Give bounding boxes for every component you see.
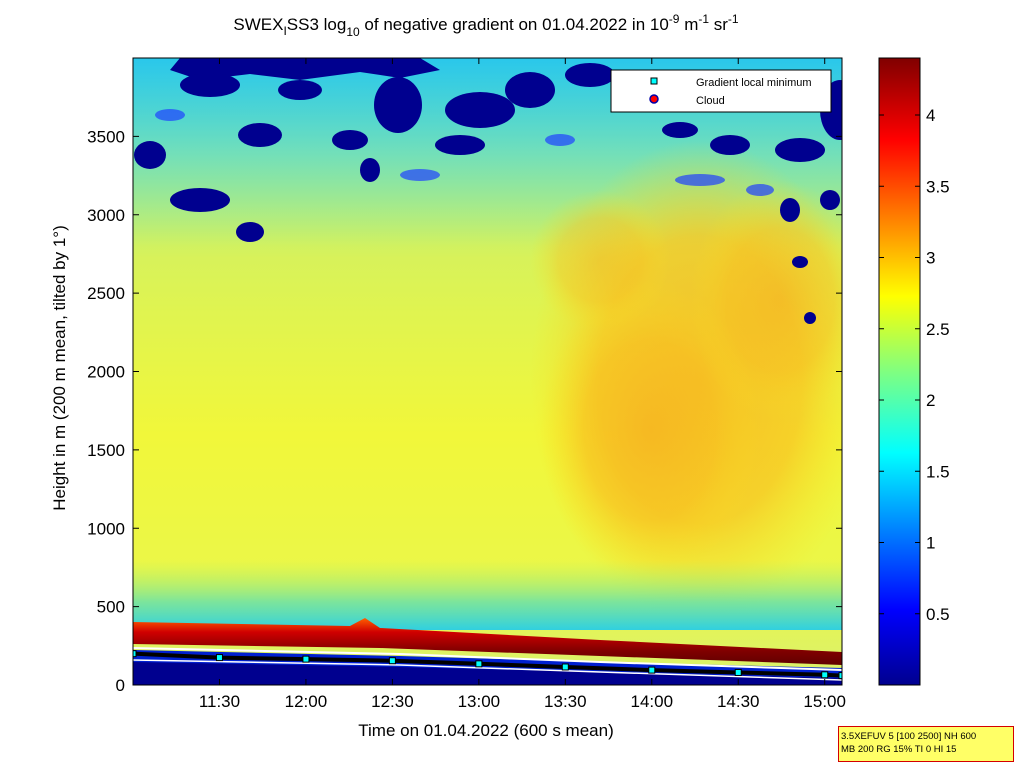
orange-region: [530, 140, 842, 620]
y-axis-ticks: 0 500 1000 1500 2000 2500 3000 3500: [87, 127, 842, 695]
gradient-minimum-marker: [561, 663, 569, 671]
x-tick-label: 15:00: [803, 692, 846, 711]
legend: Gradient local minimum Cloud: [610, 69, 832, 113]
y-tick-label: 500: [97, 598, 125, 617]
x-axis-label: Time on 01.04.2022 (600 s mean): [358, 721, 613, 740]
y-tick-label: 3500: [87, 127, 125, 146]
colorbar-tick-label: 0.5: [926, 605, 950, 624]
boundary-layer-band: [133, 618, 842, 665]
colorbar-tick-label: 1: [926, 534, 935, 553]
x-tick-label: 14:30: [717, 692, 760, 711]
y-axis-label: Height in m (200 m mean, tilted by 1°): [50, 225, 69, 511]
colorbar-tick-label: 2.5: [926, 320, 950, 339]
colorbar-ticks: 0.5 1 1.5 2 2.5 3 3.5 4: [879, 106, 950, 624]
low-value-patches: [134, 58, 842, 324]
gradient-minimum-marker: [734, 668, 742, 676]
gradient-minimum-marker: [475, 660, 483, 668]
colorbar-tick-label: 1.5: [926, 462, 950, 481]
legend-label-cloud: Cloud: [696, 95, 725, 107]
colorbar-tick-label: 4: [926, 106, 935, 125]
legend-gradient-min-marker: [650, 77, 658, 85]
gradient-minimum-line: [133, 651, 842, 678]
info-box: 3.5XEFUV 5 [100 2500] NH 600 MB 200 RG 1…: [838, 726, 1014, 762]
y-tick-label: 3000: [87, 206, 125, 225]
gradient-minimum-marker: [133, 650, 137, 658]
info-line-2: MB 200 RG 15% TI 0 HI 15: [841, 744, 957, 755]
legend-cloud-marker: [649, 94, 659, 104]
x-tick-label: 13:30: [544, 692, 587, 711]
gradient-minimum-marker: [821, 671, 829, 679]
ground-region: [133, 660, 842, 685]
x-tick-label: 14:00: [631, 692, 674, 711]
y-tick-label: 2500: [87, 284, 125, 303]
colorbar-tick-label: 3: [926, 249, 935, 268]
info-line-1: 3.5XEFUV 5 [100 2500] NH 600: [841, 731, 977, 742]
x-tick-label: 13:00: [458, 692, 501, 711]
colorbar: 0.5 1 1.5 2 2.5 3 3.5 4: [878, 57, 950, 686]
y-tick-label: 1500: [87, 441, 125, 460]
gradient-minimum-marker: [215, 654, 223, 662]
legend-box: [610, 69, 832, 113]
gradient-minimum-markers: [133, 650, 842, 680]
colorbar-tick-label: 2: [926, 391, 935, 410]
chart-title: SWEXISS3 log10 of negative gradient on 0…: [233, 12, 739, 39]
gradient-minimum-marker: [648, 666, 656, 674]
x-tick-label: 12:30: [371, 692, 414, 711]
x-tick-label: 11:30: [199, 692, 240, 711]
y-tick-label: 0: [116, 676, 125, 695]
gradient-minimum-marker: [388, 657, 396, 665]
white-trace-lower: [133, 659, 842, 681]
white-trace: [133, 647, 842, 671]
y-tick-label: 1000: [87, 519, 125, 538]
gradient-minimum-marker: [838, 672, 842, 680]
colorbar-gradient: [878, 57, 921, 686]
x-axis-ticks: 11:30 12:00 12:30 13:00 13:30 14:00 14:30 15:00: [199, 58, 846, 711]
x-tick-label: 12:00: [285, 692, 328, 711]
legend-label-gradient-min: Gradient local minimum: [696, 77, 812, 89]
blue-noise-speckle: [155, 109, 774, 196]
y-tick-label: 2000: [87, 363, 125, 382]
colorbar-tick-label: 3.5: [926, 177, 950, 196]
gradient-minimum-marker: [302, 655, 310, 663]
near-bl-band: [133, 560, 842, 630]
heatmap: [133, 58, 842, 685]
